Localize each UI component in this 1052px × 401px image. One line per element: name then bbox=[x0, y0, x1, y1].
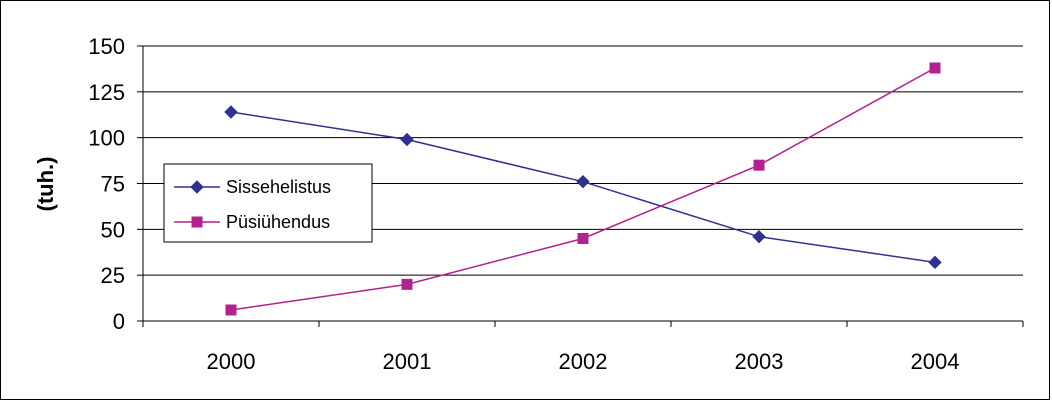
y-tick-label: 125 bbox=[88, 80, 125, 105]
legend-entry: Püsiühendus bbox=[174, 212, 330, 232]
x-tick-label: 2002 bbox=[559, 349, 608, 374]
y-tick-label: 0 bbox=[113, 309, 125, 334]
data-point bbox=[929, 62, 941, 74]
y-tick-label: 75 bbox=[101, 172, 125, 197]
legend-marker bbox=[190, 180, 204, 194]
legend-entry: Sissehelistus bbox=[174, 177, 331, 197]
series-2 bbox=[225, 62, 941, 316]
data-point bbox=[400, 132, 414, 147]
y-tick-label: 25 bbox=[101, 263, 125, 288]
legend-marker bbox=[191, 216, 203, 228]
y-tick-label: 50 bbox=[101, 217, 125, 242]
data-point bbox=[225, 304, 237, 316]
legend: Sissehelistus Püsiühendus bbox=[163, 163, 373, 243]
series-layer bbox=[224, 62, 942, 316]
axis-labels: (tuh.) 0 25 50 75 100 125 150 2000 2001 2002 2003 2… bbox=[33, 34, 959, 374]
data-point bbox=[224, 105, 238, 119]
x-tick-label: 2004 bbox=[911, 349, 960, 374]
legend-label: Püsiühendus bbox=[226, 212, 330, 232]
data-point bbox=[576, 174, 590, 189]
data-point bbox=[928, 255, 942, 270]
y-axis-label: (tuh.) bbox=[33, 157, 58, 212]
series-1 bbox=[224, 105, 942, 270]
x-tick-label: 2001 bbox=[383, 349, 432, 374]
axes bbox=[137, 45, 1024, 327]
legend-label: Sissehelistus bbox=[226, 177, 331, 197]
x-tick-label: 2000 bbox=[207, 349, 256, 374]
legend-box bbox=[163, 163, 373, 243]
data-point bbox=[753, 159, 765, 171]
x-tick-label: 2003 bbox=[735, 349, 784, 374]
y-tick-label: 100 bbox=[88, 126, 125, 151]
y-tick-label: 150 bbox=[88, 34, 125, 59]
data-point bbox=[401, 278, 413, 290]
data-point bbox=[577, 233, 589, 244]
data-point bbox=[752, 229, 766, 244]
